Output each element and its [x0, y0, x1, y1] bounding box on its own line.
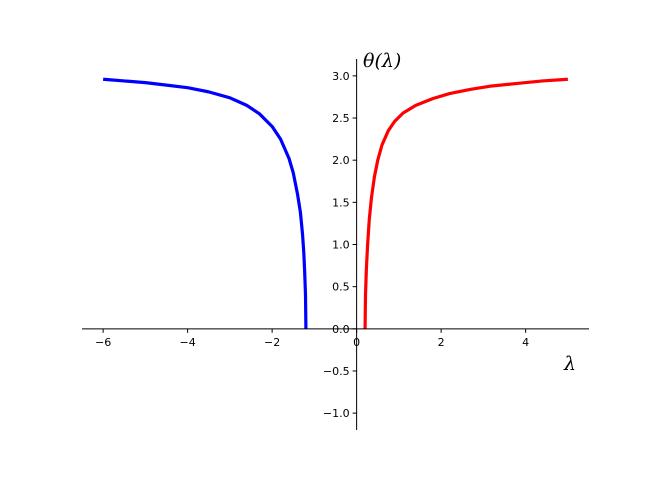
y-tick-label: 3.0 — [332, 70, 350, 83]
y-tick-label: 2.0 — [332, 154, 350, 167]
y-tick-label: −1.0 — [323, 407, 350, 420]
y-tick-label: 2.5 — [332, 112, 350, 125]
x-tick-label: −2 — [264, 336, 280, 349]
series-line-2 — [363, 77, 568, 329]
series-line-1 — [103, 77, 308, 329]
y-axis-title: θ(λ) — [363, 50, 401, 72]
x-tick-label: 0 — [353, 336, 360, 349]
x-tick-label: −4 — [180, 336, 196, 349]
y-tick-label: 1.0 — [332, 239, 350, 252]
y-tick-label: 0.5 — [332, 281, 350, 294]
y-tick-label: 1.5 — [332, 196, 350, 209]
x-tick-label: 4 — [522, 336, 529, 349]
x-tick-label: −6 — [95, 336, 111, 349]
x-tick-label: 2 — [438, 336, 445, 349]
ticks-layer: −6 −4 −2 0 2 4 −1.0 −0.5 0.0 0.5 1.0 1.5 2.0 2.5 3.0 — [95, 70, 529, 420]
y-tick-label: 0.0 — [332, 323, 350, 336]
x-axis-title: λ — [563, 353, 576, 375]
y-tick-label: −0.5 — [323, 365, 350, 378]
series-layer — [103, 77, 568, 329]
